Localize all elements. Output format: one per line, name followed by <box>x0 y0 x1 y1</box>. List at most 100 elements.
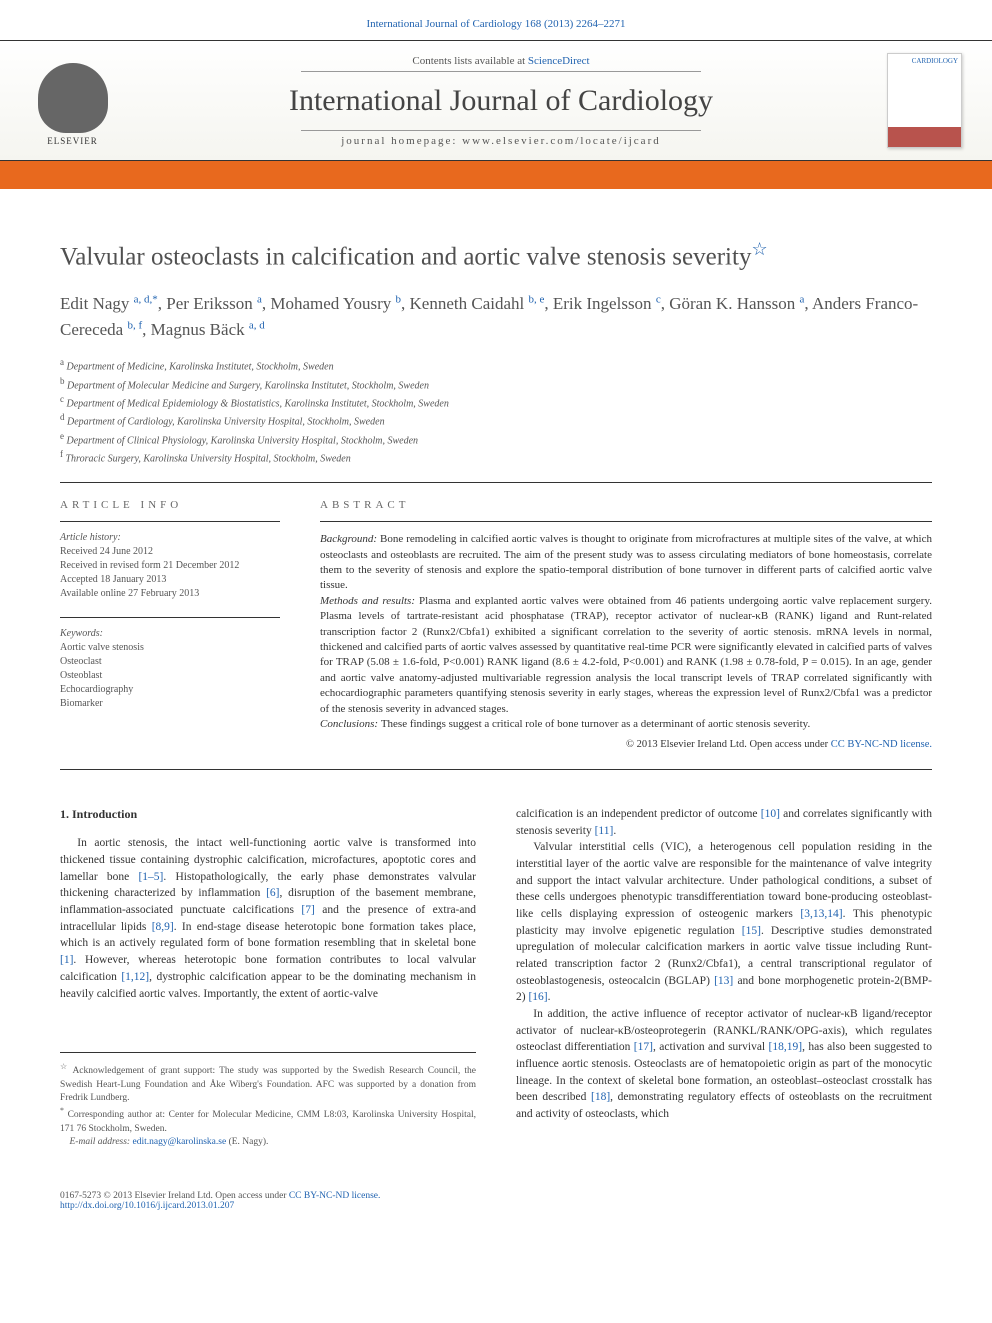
ref-link[interactable]: [1–5] <box>138 871 163 883</box>
doi-link[interactable]: http://dx.doi.org/10.1016/j.ijcard.2013.… <box>60 1201 234 1211</box>
affil-text: Department of Molecular Medicine and Sur… <box>65 380 429 391</box>
contents-prefix: Contents lists available at <box>412 55 527 67</box>
affil-c: c Department of Medical Epidemiology & B… <box>60 393 932 411</box>
abstract-methods: Plasma and explanted aortic valves were … <box>320 595 932 715</box>
history-line: Received in revised form 21 December 201… <box>60 559 280 573</box>
abstract-conclusions: These findings suggest a critical role o… <box>381 718 810 730</box>
keywords-block: Keywords: Aortic valve stenosis Osteocla… <box>60 617 280 711</box>
journal-cover-thumbnail: CARDIOLOGY <box>887 53 962 148</box>
abstract-label: ABSTRACT <box>320 499 932 511</box>
ref-link[interactable]: [7] <box>301 904 314 916</box>
affil-text: Department of Medical Epidemiology & Bio… <box>64 398 449 409</box>
abstract-column: ABSTRACT Background: Bone remodeling in … <box>320 499 932 753</box>
elsevier-label: ELSEVIER <box>47 136 98 146</box>
email-footnote: E-mail address: edit.nagy@karolinska.se … <box>60 1136 476 1149</box>
column-right: calcification is an independent predicto… <box>516 806 932 1149</box>
corr-footnote: * Corresponding author at: Center for Mo… <box>60 1105 476 1136</box>
ref-link[interactable]: [15] <box>742 925 761 937</box>
t: calcification is an independent predicto… <box>516 808 761 820</box>
ref-link[interactable]: [18,19] <box>769 1041 803 1053</box>
author-list: Edit Nagy a, d,*, Per Eriksson a, Mohame… <box>60 291 932 342</box>
abstract-background-head: Background: <box>320 533 380 545</box>
affil-a: a Department of Medicine, Karolinska Ins… <box>60 356 932 374</box>
keyword: Aortic valve stenosis <box>60 641 280 655</box>
ref-link[interactable]: [6] <box>266 887 279 899</box>
info-abstract-row: ARTICLE INFO Article history: Received 2… <box>60 499 932 753</box>
elsevier-tree-icon <box>38 63 108 133</box>
ref-link[interactable]: [1] <box>60 954 73 966</box>
affiliations: a Department of Medicine, Karolinska Ins… <box>60 356 932 466</box>
keyword: Osteoclast <box>60 655 280 669</box>
abstract-body: Background: Bone remodeling in calcified… <box>320 521 932 753</box>
ref-link[interactable]: [1,12] <box>121 971 149 983</box>
abstract-background: Bone remodeling in calcified aortic valv… <box>320 533 932 591</box>
t: . <box>613 825 616 837</box>
divider-top <box>60 482 932 483</box>
header-rule-top <box>301 71 701 72</box>
author-1-sup: a, d, <box>134 294 153 306</box>
t: , activation and survival <box>653 1041 769 1053</box>
keyword: Biomarker <box>60 697 280 711</box>
author-5: , Erik Ingelsson <box>544 294 655 313</box>
author-1: Edit Nagy <box>60 294 134 313</box>
license-prefix: Open access under <box>749 739 830 750</box>
journal-name: International Journal of Cardiology <box>115 84 887 118</box>
author-8-sup: a, d <box>249 319 265 331</box>
intro-heading: 1. Introduction <box>60 806 476 823</box>
history-line: Accepted 18 January 2013 <box>60 573 280 587</box>
history-line: Received 24 June 2012 <box>60 545 280 559</box>
header-center: Contents lists available at ScienceDirec… <box>115 55 887 147</box>
corr-text: Corresponding author at: Center for Mole… <box>60 1110 476 1133</box>
email-link[interactable]: edit.nagy@karolinska.se <box>132 1137 226 1147</box>
email-suffix: (E. Nagy). <box>226 1137 268 1147</box>
footer-license-prefix: Open access under <box>215 1191 289 1201</box>
elsevier-logo: ELSEVIER <box>30 56 115 146</box>
abstract-methods-head: Methods and results: <box>320 595 419 607</box>
grant-text: Acknowledgement of grant support: The st… <box>60 1066 476 1103</box>
main-text-columns: 1. Introduction In aortic stenosis, the … <box>60 806 932 1149</box>
cover-band <box>888 127 961 147</box>
author-4: , Kenneth Caidahl <box>401 294 528 313</box>
cover-title: CARDIOLOGY <box>888 54 961 68</box>
col2-para-3: In addition, the active influence of rec… <box>516 1006 932 1123</box>
ref-link[interactable]: [18] <box>591 1091 610 1103</box>
affil-b: b Department of Molecular Medicine and S… <box>60 375 932 393</box>
license-link[interactable]: CC BY-NC-ND license. <box>831 739 932 750</box>
affil-e: e Department of Clinical Physiology, Kar… <box>60 430 932 448</box>
history-heading: Article history: <box>60 532 280 543</box>
ref-link[interactable]: [16] <box>528 991 547 1003</box>
copyright-line: © 2013 Elsevier Ireland Ltd. Open access… <box>320 738 932 753</box>
keywords-heading: Keywords: <box>60 628 280 639</box>
divider-bottom <box>60 769 932 770</box>
footer-issn: 0167-5273 © 2013 Elsevier Ireland Ltd. <box>60 1191 215 1201</box>
article-content: Valvular osteoclasts in calcification an… <box>0 189 992 1179</box>
author-2: , Per Eriksson <box>158 294 257 313</box>
author-7-sup: b, f <box>127 319 142 331</box>
ref-link[interactable]: [17] <box>634 1041 653 1053</box>
ref-link[interactable]: [8,9] <box>152 921 174 933</box>
sciencedirect-link[interactable]: ScienceDirect <box>528 55 590 67</box>
orange-bar <box>0 161 992 189</box>
journal-homepage: journal homepage: www.elsevier.com/locat… <box>115 135 887 147</box>
grant-footnote: ☆ Acknowledgement of grant support: The … <box>60 1061 476 1105</box>
journal-header: ELSEVIER Contents lists available at Sci… <box>0 40 992 161</box>
footer-license-link[interactable]: CC BY-NC-ND license. <box>289 1191 381 1201</box>
ref-link[interactable]: [3,13,14] <box>800 908 842 920</box>
affil-text: Department of Medicine, Karolinska Insti… <box>64 362 334 373</box>
top-citation: International Journal of Cardiology 168 … <box>0 0 992 40</box>
author-4-sup: b, e <box>528 294 544 306</box>
ref-link[interactable]: [10] <box>761 808 780 820</box>
intro-para-1: In aortic stenosis, the intact well-func… <box>60 835 476 1002</box>
affil-f: f Throracic Surgery, Karolinska Universi… <box>60 448 932 466</box>
header-rule-bottom <box>301 130 701 131</box>
ref-link[interactable]: [11] <box>595 825 614 837</box>
contents-available: Contents lists available at ScienceDirec… <box>115 55 887 67</box>
ref-link[interactable]: [13] <box>714 975 733 987</box>
title-text: Valvular osteoclasts in calcification an… <box>60 243 751 270</box>
article-info-label: ARTICLE INFO <box>60 499 280 511</box>
history-block: Article history: Received 24 June 2012 R… <box>60 521 280 601</box>
affil-d: d Department of Cardiology, Karolinska U… <box>60 411 932 429</box>
grant-star-icon: ☆ <box>60 1062 69 1071</box>
history-line: Available online 27 February 2013 <box>60 587 280 601</box>
email-label: E-mail address: <box>70 1137 133 1147</box>
